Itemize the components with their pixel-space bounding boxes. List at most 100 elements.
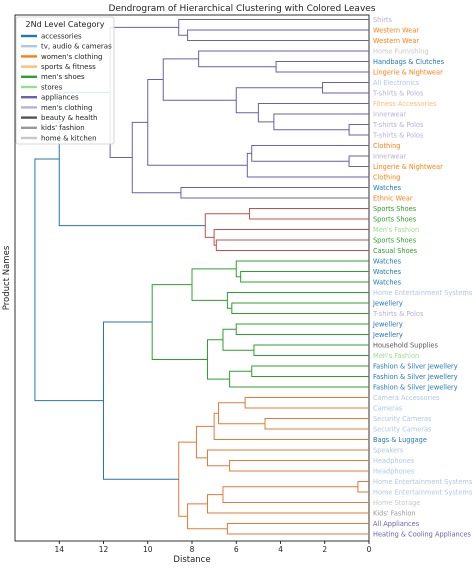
leaf-label: T-shirts & Polos: [372, 89, 424, 97]
leaf-label: Bags & Luggage: [373, 436, 427, 444]
dendrogram-link: [206, 339, 230, 380]
leaf-label: Shirts: [373, 16, 392, 24]
leaf-label: Innerwear: [373, 110, 407, 118]
leaf-label: Fashion & Silver Jewellery: [373, 383, 458, 391]
legend-title: 2Nd Level Category: [26, 20, 105, 29]
legend: 2Nd Level Category accessories tv, audio …: [15, 16, 115, 145]
leaf-labels: Shirts Western Wear Western Wear Home Furni…: [372, 16, 473, 538]
dendrogram-link: [264, 418, 369, 430]
leaf-label: Clothing: [373, 142, 400, 150]
dendrogram-link: [103, 321, 179, 480]
x-tick-label: 8: [190, 545, 195, 554]
leaf-label: Western Wear: [373, 37, 419, 45]
dendrogram-link: [357, 481, 369, 493]
leaf-label: Men's Fashion: [373, 226, 419, 234]
leaf-label: Innerwear: [373, 152, 407, 160]
x-tick-label: 2: [322, 545, 327, 554]
dendrogram-link: [348, 155, 369, 167]
leaf-label: Watches: [373, 278, 402, 286]
leaf-label: Security Cameras: [373, 415, 432, 423]
leaf-label: Watches: [373, 257, 402, 265]
leaf-label: Headphones: [373, 467, 415, 475]
leaf-label: T-shirts & Polos: [372, 310, 424, 318]
leaf-label: Clothing: [373, 173, 400, 181]
dendrogram-link: [322, 82, 369, 94]
legend-entry: stores: [41, 83, 63, 91]
dendrogram-link: [187, 29, 369, 41]
dendrogram-link: [198, 50, 369, 68]
x-axis-ticks: 14 12 10 8 6 4 2 0: [54, 541, 372, 554]
leaf-label: Camera Accessories: [373, 394, 440, 402]
dendrogram-link: [151, 284, 208, 360]
x-tick-label: 6: [234, 545, 239, 554]
dendrogram-link: [251, 145, 369, 162]
dendrogram-link: [231, 302, 369, 314]
leaf-label: Sports Shoes: [373, 205, 417, 213]
dendrogram-link: [246, 152, 369, 178]
x-tick-label: 0: [367, 545, 372, 554]
dendrogram-link: [195, 425, 215, 459]
leaf-label: T-shirts & Polos: [372, 131, 424, 139]
leaf-label: All Electronics: [373, 79, 420, 87]
leaf-label: All Appliances: [373, 520, 420, 528]
leaf-label: Home Furnishing: [373, 47, 429, 55]
legend-entry: women's clothing: [41, 53, 102, 61]
dendrogram-link: [235, 323, 369, 335]
legend-entry: home & kitchen: [41, 134, 97, 142]
dendrogram-link: [249, 208, 369, 220]
legend-entry: appliances: [41, 94, 79, 102]
x-tick-label: 4: [278, 545, 283, 554]
leaf-label: Ethnic Wear: [373, 194, 413, 202]
legend-entry: sports & fitness: [41, 63, 96, 71]
dendrogram-link: [204, 213, 250, 238]
chart-title: Dendrogram of Hierarchical Clustering wi…: [108, 4, 375, 14]
leaf-label: Speakers: [373, 446, 404, 454]
leaf-label: Fashion & Silver Jewellery: [373, 373, 458, 381]
dendrogram-link: [215, 239, 369, 251]
dendrogram-link: [226, 292, 369, 309]
legend-entry: accessories: [41, 32, 82, 40]
dendrogram-link: [273, 113, 369, 131]
leaf-label: Household Supplies: [373, 341, 438, 349]
leaf-label: Security Cameras: [373, 425, 432, 433]
dendrogram-link: [213, 229, 369, 246]
x-axis-label: Distance: [173, 555, 210, 565]
legend-entry: beauty & health: [41, 114, 97, 122]
dendrogram-link: [206, 449, 369, 467]
dendrogram-link: [162, 58, 237, 101]
leaf-label: Sports Shoes: [373, 236, 417, 244]
dendrogram-link: [213, 412, 369, 440]
leaf-label: Home Entertainment Systems: [373, 488, 473, 496]
leaf-label: Western Wear: [373, 26, 419, 34]
y-axis-label: Product Names: [2, 245, 12, 310]
leaf-label: Heating & Cooling Appliances: [373, 530, 471, 538]
dendrogram-link: [34, 158, 104, 402]
dendrogram-link: [180, 187, 369, 199]
legend-entry: tv, audio & cameras: [41, 43, 112, 51]
leaf-label: Home Entertainment Systems: [373, 478, 473, 486]
leaf-label: Handbags & Clutches: [373, 58, 445, 66]
leaf-label: Jewellery: [372, 299, 403, 307]
dendrogram-link: [251, 365, 369, 377]
x-tick-label: 10: [143, 545, 153, 554]
leaf-label: Fashion & Silver Jewellery: [373, 362, 458, 370]
dendrogram-link: [240, 271, 369, 283]
dendrogram-link: [222, 486, 369, 503]
dendrogram-link: [109, 26, 179, 159]
leaf-label: Home Storage: [373, 499, 420, 507]
dendrogram-link: [218, 402, 266, 425]
legend-box: [15, 16, 115, 145]
dendrogram-link: [235, 260, 369, 278]
dendrogram-links: [34, 19, 369, 535]
leaf-label: Lingerie & Nightwear: [373, 163, 443, 171]
x-tick-label: 12: [99, 545, 109, 554]
leaf-label: Headphones: [373, 457, 415, 465]
dendrogram-link: [222, 328, 254, 351]
dendrogram-link: [257, 103, 369, 123]
dendrogram-link: [229, 370, 369, 388]
dendrogram-link: [147, 79, 248, 166]
leaf-label: Cameras: [373, 404, 403, 412]
dendrogram-link: [178, 19, 369, 36]
x-tick-label: 14: [54, 545, 64, 554]
